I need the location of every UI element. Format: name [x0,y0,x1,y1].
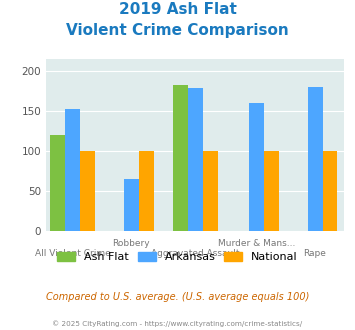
Text: All Violent Crime: All Violent Crime [35,249,111,258]
Bar [203,151,218,231]
Bar [323,151,338,231]
Bar [188,88,203,231]
Bar [264,151,279,231]
Text: Compared to U.S. average. (U.S. average equals 100): Compared to U.S. average. (U.S. average … [46,292,309,302]
Bar [65,109,80,231]
Legend: Ash Flat, Arkansas, National: Ash Flat, Arkansas, National [53,248,302,267]
Bar [50,135,65,231]
Text: 2019 Ash Flat: 2019 Ash Flat [119,2,236,16]
Text: Murder & Mans...: Murder & Mans... [218,239,295,248]
Bar [124,179,139,231]
Text: © 2025 CityRating.com - https://www.cityrating.com/crime-statistics/: © 2025 CityRating.com - https://www.city… [53,320,302,327]
Text: Rape: Rape [304,249,327,258]
Text: Violent Crime Comparison: Violent Crime Comparison [66,23,289,38]
Bar [307,86,322,231]
Text: Robbery: Robbery [113,239,150,248]
Bar [173,85,188,231]
Bar [80,151,95,231]
Bar [249,103,264,231]
Bar [139,151,154,231]
Text: Aggravated Assault: Aggravated Assault [151,249,240,258]
